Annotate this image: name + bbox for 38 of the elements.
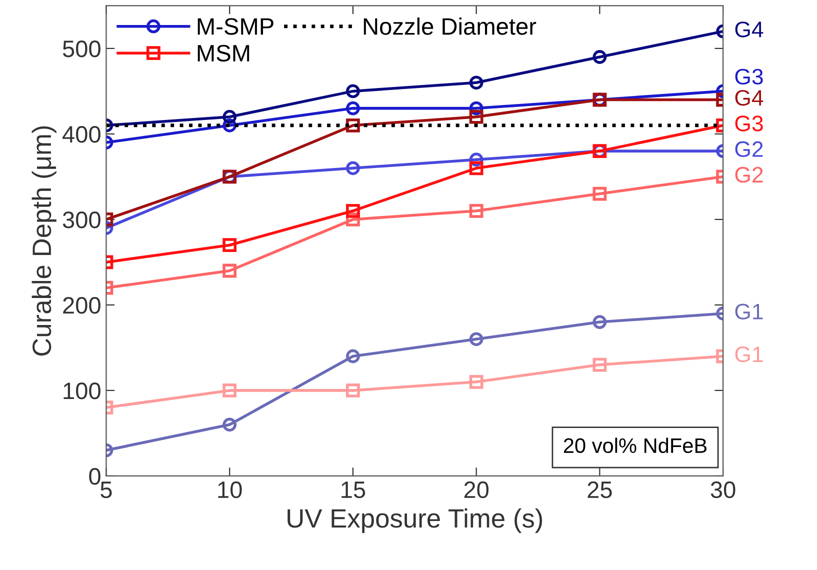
point	[346, 204, 360, 218]
x-tick-label: 20	[464, 481, 489, 498]
point	[346, 384, 360, 398]
point	[346, 118, 360, 132]
text: G4	[735, 22, 764, 38]
point	[469, 204, 484, 218]
text: G1	[735, 304, 763, 320]
point	[469, 374, 484, 389]
legend-label: Nozzle Diameter	[364, 18, 536, 35]
point	[469, 161, 484, 176]
x-tick-label: 5	[100, 482, 112, 498]
y-axis-title: Curable Depth (μm)	[32, 126, 56, 356]
y-tick-label: 0	[89, 468, 100, 485]
point	[469, 332, 484, 346]
x-tick-label: 10	[218, 481, 242, 498]
text: G3	[735, 116, 763, 132]
text: G3	[735, 68, 763, 85]
point	[469, 76, 484, 90]
x-tick-label: 15	[342, 482, 366, 498]
legend-label: M-SMP	[198, 18, 274, 35]
point	[469, 110, 484, 124]
annotation: 20 vol% NdFeB	[564, 438, 707, 454]
text: G1	[735, 346, 763, 362]
point	[346, 349, 360, 364]
text: G4	[735, 90, 764, 106]
y-tick-label: 400	[62, 126, 100, 143]
text: G2	[735, 166, 763, 183]
y-tick-label: 500	[62, 40, 100, 58]
legend-label: MSM	[198, 44, 250, 62]
y-tick-label: 300	[62, 212, 100, 228]
point	[346, 101, 360, 116]
point	[346, 84, 360, 98]
text: G2	[735, 141, 763, 158]
y-tick-label: 100	[64, 382, 100, 400]
y-tick-label: 200	[63, 297, 100, 314]
x-tick-label: 25	[588, 481, 612, 498]
x-tick-label: 30	[710, 481, 736, 498]
x-axis-title: UV Exposure Time (s)	[288, 508, 542, 533]
